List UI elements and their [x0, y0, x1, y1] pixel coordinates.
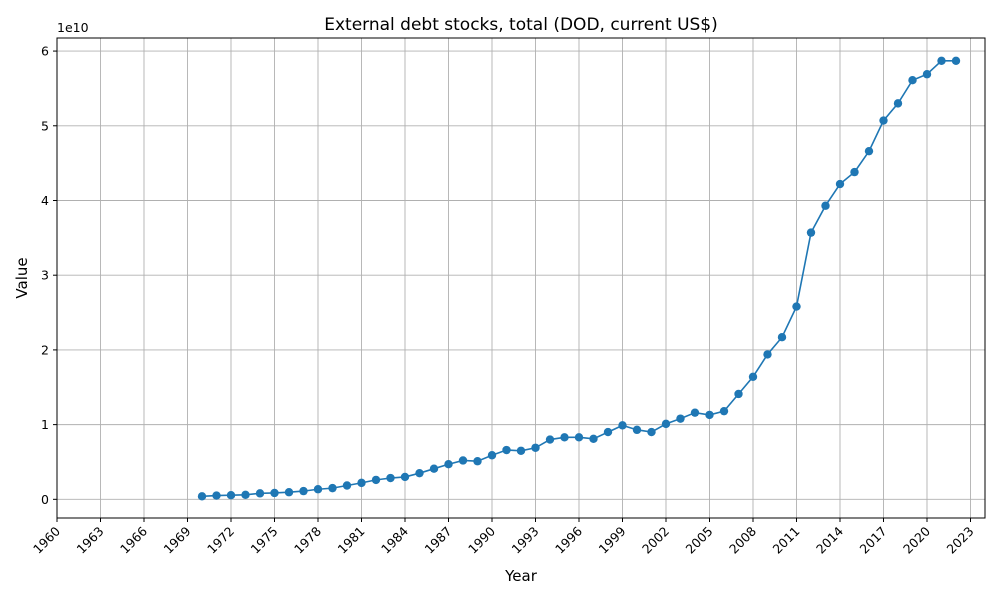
data-point: [574, 433, 584, 442]
x-tick-label: 1990: [465, 523, 498, 556]
data-point: [589, 434, 598, 444]
x-tick-label: 2005: [683, 524, 716, 557]
data-point: [284, 488, 294, 497]
data-point: [299, 486, 308, 496]
data-point: [647, 427, 656, 437]
x-tick-label: 1993: [509, 524, 542, 557]
data-point: [400, 472, 410, 482]
x-tick-label: 1966: [117, 523, 150, 556]
x-tick-label: 1978: [291, 523, 324, 556]
data-point: [342, 481, 352, 490]
data-point: [835, 179, 845, 189]
x-tick-label: 1960: [30, 523, 63, 556]
data-point: [908, 76, 917, 85]
data-point: [444, 460, 453, 469]
x-tick-label: 2020: [900, 523, 933, 556]
x-tick-label: 1963: [74, 524, 107, 557]
y-tick-label: 0: [41, 492, 49, 507]
data-point: [603, 427, 613, 437]
data-point: [241, 490, 250, 500]
x-axis-ticks: 1960 1963 1966 1969 1972 1975 1978 1981 1984 1987…: [30, 518, 977, 557]
data-point: [951, 56, 961, 65]
data-point: [879, 116, 888, 125]
x-tick-label: 2017: [857, 524, 890, 557]
grid-lines: [56, 38, 985, 518]
data-point: [806, 228, 816, 237]
data-point: [922, 70, 932, 79]
x-tick-label: 1972: [204, 524, 237, 557]
x-tick-label: 2023: [944, 524, 977, 557]
data-point: [487, 451, 497, 460]
x-tick-label: 2014: [813, 523, 846, 556]
data-point: [734, 389, 743, 399]
data-point: [777, 333, 787, 342]
data-point: [458, 456, 468, 465]
data-point: [415, 468, 424, 478]
data-point: [197, 492, 207, 501]
data-point: [661, 419, 671, 429]
plot-frame: [56, 37, 986, 519]
x-tick-label: 1987: [422, 524, 455, 557]
data-point: [763, 350, 772, 359]
data-point: [719, 406, 729, 416]
x-tick-label: 1975: [248, 524, 281, 557]
data-point: [313, 485, 323, 494]
data-point: [821, 201, 830, 210]
data-point: [255, 489, 265, 498]
data-point: [328, 483, 337, 493]
data-point: [560, 433, 569, 442]
y-axis-label: Value: [13, 257, 31, 298]
x-tick-label: 2011: [770, 524, 803, 557]
y-tick-label: 6: [41, 44, 49, 59]
data-point: [937, 56, 946, 65]
x-tick-label: 1996: [552, 523, 585, 556]
data-point: [502, 445, 511, 455]
data-point: [357, 478, 366, 488]
data-point: [893, 99, 903, 108]
x-tick-label: 1981: [335, 524, 368, 557]
y-tick-label: 3: [41, 268, 49, 283]
data-point: [473, 457, 482, 466]
x-axis-label: Year: [504, 567, 538, 585]
data-point: [792, 302, 801, 311]
chart-title: External debt stocks, total (DOD, curren…: [324, 15, 718, 35]
data-point: [226, 491, 236, 500]
data-point: [429, 464, 439, 473]
data-point: [371, 475, 381, 485]
x-tick-label: 1999: [596, 523, 629, 556]
y-tick-label: 5: [41, 118, 49, 133]
data-point: [545, 435, 555, 444]
data-point: [386, 473, 395, 483]
data-point: [850, 167, 859, 177]
data-point: [270, 488, 279, 498]
data-point: [632, 425, 642, 435]
data-point: [864, 146, 874, 156]
y-axis-offset-label: 1e10: [57, 20, 89, 35]
data-point: [516, 446, 526, 455]
x-tick-label: 1969: [161, 523, 194, 556]
data-point: [748, 372, 758, 382]
y-axis-ticks: 0 1 2 3 4 5 6: [41, 44, 57, 507]
y-tick-label: 1: [41, 417, 49, 432]
y-tick-label: 4: [41, 193, 49, 208]
y-tick-label: 2: [41, 342, 49, 357]
x-tick-label: 2002: [639, 524, 672, 557]
data-point: [705, 410, 714, 420]
data-point: [212, 491, 221, 500]
x-tick-label: 1984: [378, 523, 411, 556]
series-group: [197, 56, 961, 501]
data-point: [531, 443, 540, 452]
x-tick-label: 2008: [726, 523, 759, 556]
data-point: [676, 414, 685, 423]
data-point: [690, 408, 700, 417]
data-point: [618, 421, 627, 430]
